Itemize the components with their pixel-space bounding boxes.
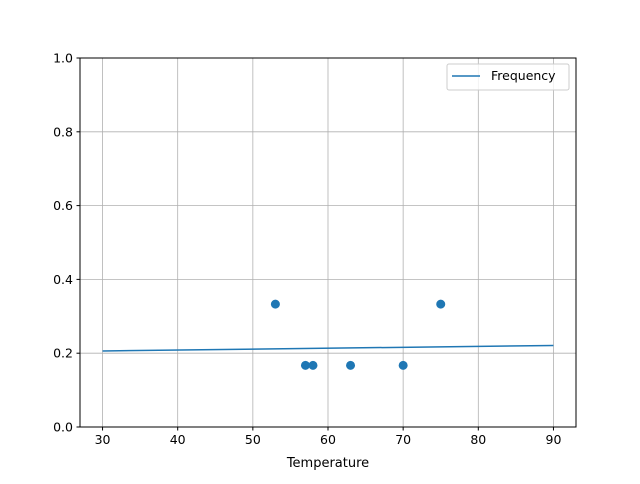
- scatter-point: [300, 360, 310, 370]
- scatter-point: [436, 299, 446, 309]
- y-tick-label: 0.6: [53, 198, 73, 213]
- y-tick-label: 0.2: [53, 346, 73, 361]
- scatter-point: [346, 360, 356, 370]
- y-tick-label: 0.4: [53, 272, 73, 287]
- x-axis-label: Temperature: [286, 456, 369, 471]
- x-tick-label: 70: [395, 432, 411, 447]
- x-tick-label: 50: [245, 432, 261, 447]
- series-line-frequency: [102, 344, 554, 352]
- legend: Frequency: [446, 63, 570, 91]
- y-tick-label: 0.0: [53, 420, 73, 435]
- scatter-point: [398, 360, 408, 370]
- grid: [80, 57, 576, 428]
- x-tick-label: 80: [470, 432, 486, 447]
- scatter-point: [270, 299, 280, 309]
- x-tick-label: 40: [170, 432, 186, 447]
- scatter-points: [270, 299, 446, 370]
- x-tick-label: 30: [95, 432, 111, 447]
- scatter-point: [308, 360, 318, 370]
- line-layer: [102, 344, 554, 352]
- legend-box: [446, 63, 570, 91]
- x-tick-label: 90: [546, 432, 562, 447]
- y-tick-label: 0.8: [53, 124, 73, 139]
- legend-label-frequency: Frequency: [491, 68, 556, 83]
- y-tick-label: 1.0: [53, 51, 73, 66]
- x-tick-label: 60: [320, 432, 336, 447]
- ticks: 30 40 50 60 70 80 90 0.0 0.2 0.4 0.6 0.8 1.0: [53, 51, 561, 448]
